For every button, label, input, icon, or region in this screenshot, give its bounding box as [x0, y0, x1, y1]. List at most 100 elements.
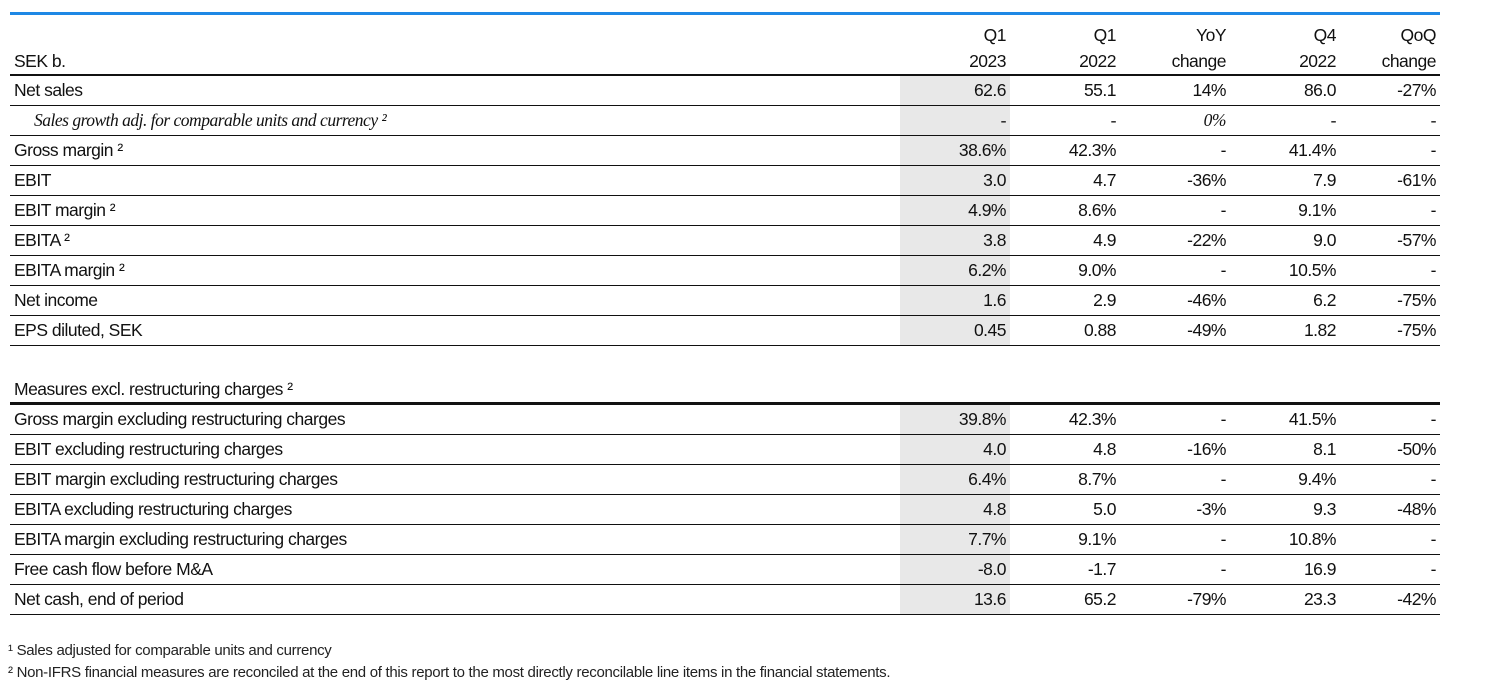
cell-value: -36% [1120, 165, 1230, 196]
row-label: EBITA excluding restructuring charges [10, 494, 900, 525]
col-header-line1: QoQ [1400, 25, 1437, 45]
table-row: EPS diluted, SEK 0.45 0.88 -49% 1.82 -75% [10, 315, 1440, 346]
cell-value: 41.4% [1230, 135, 1340, 166]
col-header-line2: change [1120, 48, 1230, 76]
table-row: Net income 1.6 2.9 -46% 6.2 -75% [10, 285, 1440, 316]
cell-value: 14% [1120, 75, 1230, 106]
table-row: EBIT 3.0 4.7 -36% 7.9 -61% [10, 165, 1440, 196]
cell-value: 42.3% [1010, 135, 1120, 166]
cell-value: 4.8 [1010, 434, 1120, 465]
table-row: Gross margin excluding restructuring cha… [10, 403, 1440, 435]
cell-value: -22% [1120, 225, 1230, 256]
cell-value: 65.2 [1010, 584, 1120, 615]
row-label: Net cash, end of period [10, 584, 900, 615]
cell-value: 7.9 [1230, 165, 1340, 196]
cell-value: - [1340, 255, 1440, 286]
table-row: EBIT margin ² 4.9% 8.6% -9.1% - [10, 195, 1440, 226]
key-figures-table: Q1 Q1 YoY Q4 QoQ SEK b. 2023 2022 change… [10, 22, 1440, 346]
cell-value: -75% [1340, 315, 1440, 346]
cell-value: -42% [1340, 584, 1440, 615]
footnote-2: ² Non-IFRS financial measures are reconc… [8, 664, 891, 681]
col-header-line1: Q1 [983, 25, 1007, 45]
col-header-line2: 2022 [1230, 48, 1340, 76]
cell-value: - [1120, 195, 1230, 226]
row-label: Gross margin ² [10, 135, 900, 166]
row-label: EBIT [10, 165, 900, 196]
cell-value: 0.88 [1010, 315, 1120, 346]
table-row: Free cash flow before M&A -8.0 -1.7-16.9- [10, 554, 1440, 585]
table-row: Sales growth adj. for comparable units a… [10, 105, 1440, 136]
header-row-bottom: SEK b. 2023 2022 change 2022 change [10, 48, 1440, 76]
row-label: EBITA ² [10, 225, 900, 256]
cell-value: 4.0 [900, 434, 1010, 465]
cell-value: - [1340, 105, 1440, 136]
col-header-line2: change [1340, 48, 1440, 76]
cell-value: 9.3 [1230, 494, 1340, 525]
cell-value: 1.82 [1230, 315, 1340, 346]
cell-value: 2.9 [1010, 285, 1120, 316]
cell-value: 8.7% [1010, 464, 1120, 495]
cell-value: 13.6 [900, 584, 1010, 615]
cell-value: 9.0% [1010, 255, 1120, 286]
cell-value: - [1120, 135, 1230, 166]
unit-label: SEK b. [10, 48, 900, 76]
cell-value: 9.4% [1230, 464, 1340, 495]
col-header-line1: Q4 [1313, 25, 1337, 45]
table-row: Net cash, end of period 13.6 65.2 -79% 23.3-… [10, 584, 1440, 615]
cell-value: 10.5% [1230, 255, 1340, 286]
cell-value: - [900, 105, 1010, 136]
row-label: Free cash flow before M&A [10, 554, 900, 585]
header-row-top: Q1 Q1 YoY Q4 QoQ [10, 22, 1440, 48]
row-label: EPS diluted, SEK [10, 315, 900, 346]
table-row: EBITA margin excluding restructuring cha… [10, 524, 1440, 555]
table-row: EBITA ² 3.8 4.9 -22% 9.0 -57% [10, 225, 1440, 256]
cell-value: 8.6% [1010, 195, 1120, 226]
cell-value: - [1340, 195, 1440, 226]
cell-value: 3.8 [900, 225, 1010, 256]
footnotes: ¹ Sales adjusted for comparable units an… [8, 640, 891, 684]
cell-value: 38.6% [900, 135, 1010, 166]
cell-value: 3.0 [900, 165, 1010, 196]
cell-value: 55.1 [1010, 75, 1120, 106]
cell-value: -75% [1340, 285, 1440, 316]
cell-value: 42.3% [1010, 403, 1120, 435]
cell-value: 4.8 [900, 494, 1010, 525]
cell-value: - [1340, 403, 1440, 435]
cell-value: - [1120, 464, 1230, 495]
table-row: Gross margin ² 38.6% 42.3% -41.4% - [10, 135, 1440, 166]
cell-value: -16% [1120, 434, 1230, 465]
row-label: EBITA margin excluding restructuring cha… [10, 524, 900, 555]
cell-value: 9.0 [1230, 225, 1340, 256]
cell-value: -50% [1340, 434, 1440, 465]
cell-value: 10.8% [1230, 524, 1340, 555]
cell-value: - [1340, 554, 1440, 585]
cell-value: 6.2 [1230, 285, 1340, 316]
cell-value: - [1340, 464, 1440, 495]
cell-value: 5.0 [1010, 494, 1120, 525]
cell-value: 39.8% [900, 403, 1010, 435]
restructuring-measures-body: Gross margin excluding restructuring cha… [10, 403, 1440, 615]
row-label: Net sales [10, 75, 900, 106]
row-label: EBIT margin excluding restructuring char… [10, 464, 900, 495]
row-label: EBITA margin ² [10, 255, 900, 286]
row-label: EBIT excluding restructuring charges [10, 434, 900, 465]
cell-value: -61% [1340, 165, 1440, 196]
cell-value: -79% [1120, 584, 1230, 615]
cell-value: 1.6 [900, 285, 1010, 316]
col-header-line2: 2022 [1010, 48, 1120, 76]
cell-value: 16.9 [1230, 554, 1340, 585]
cell-value: -48% [1340, 494, 1440, 525]
cell-value: -1.7 [1010, 554, 1120, 585]
top-accent-bar [10, 12, 1440, 15]
cell-value: 41.5% [1230, 403, 1340, 435]
row-label: Sales growth adj. for comparable units a… [10, 105, 900, 136]
cell-value: 4.9 [1010, 225, 1120, 256]
cell-value: - [1120, 403, 1230, 435]
col-header-line2: 2023 [900, 48, 1010, 76]
cell-value: - [1340, 135, 1440, 166]
cell-value: - [1230, 105, 1340, 136]
table-row: EBITA margin ² 6.2% 9.0% -10.5% - [10, 255, 1440, 286]
cell-value: 7.7% [900, 524, 1010, 555]
cell-value: -8.0 [900, 554, 1010, 585]
key-figures-body: Net sales 62.6 55.1 14% 86.0 -27% Sales growth… [10, 75, 1440, 346]
